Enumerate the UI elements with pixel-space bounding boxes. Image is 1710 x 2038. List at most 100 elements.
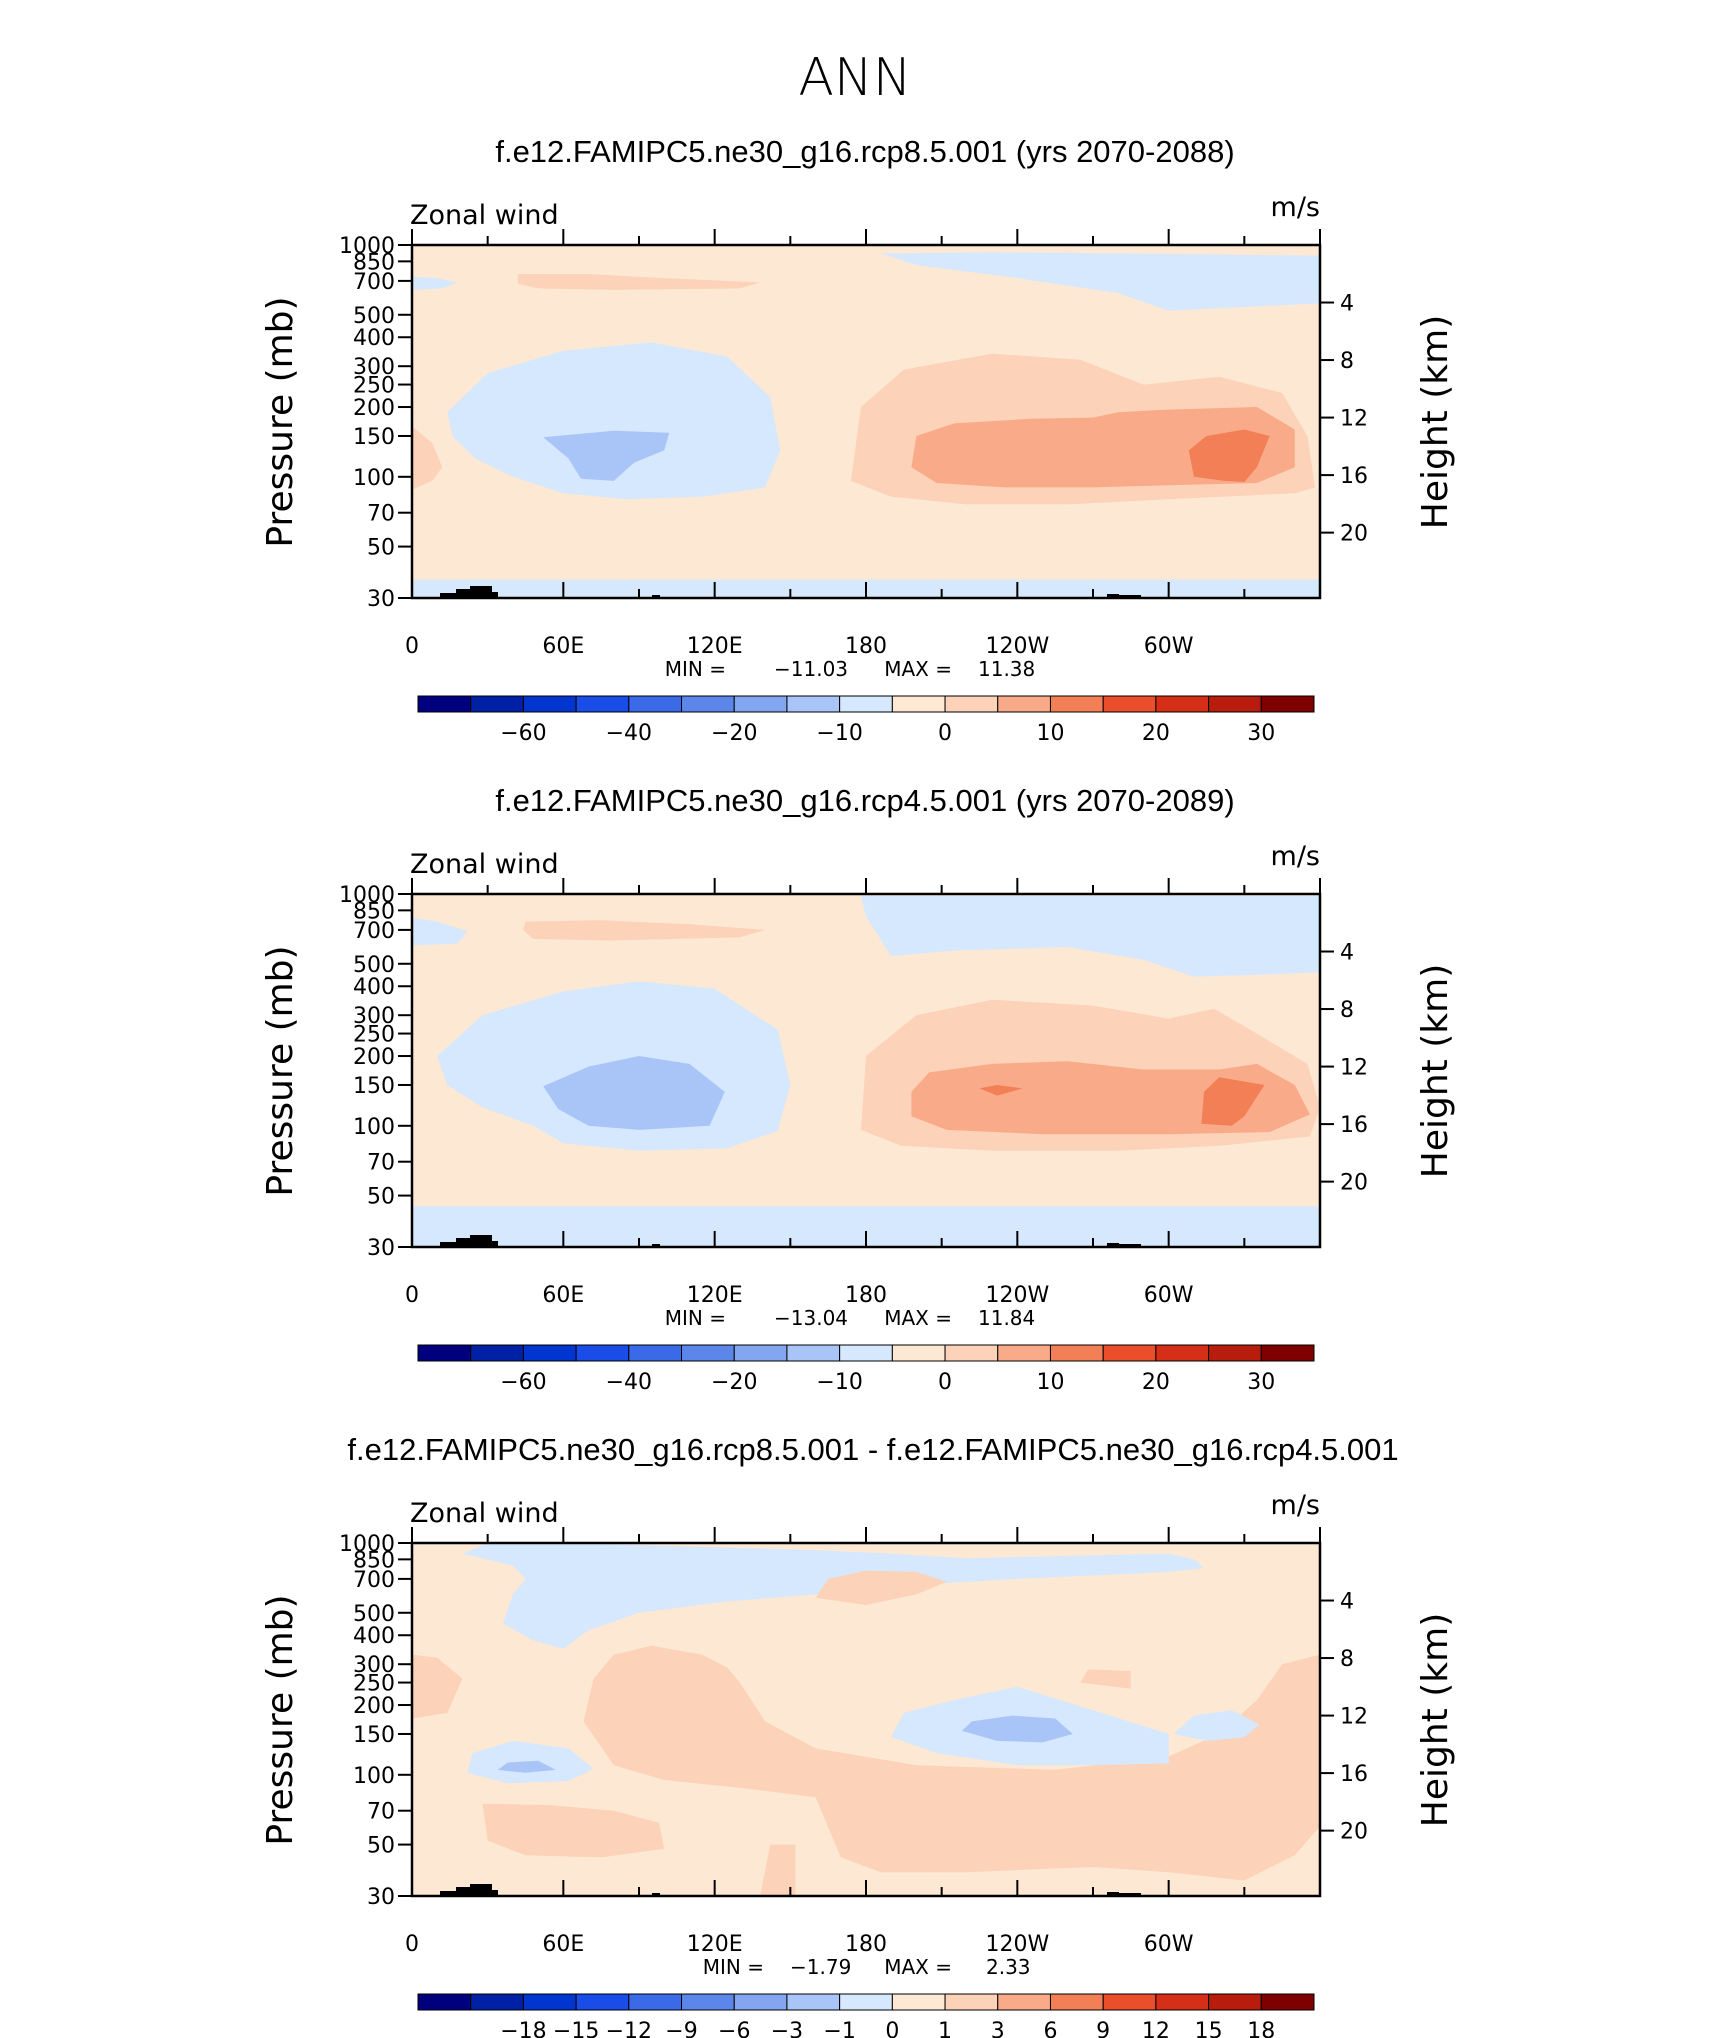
x-tick-label: 120W [985, 1283, 1049, 1308]
y-tick-label: 200 [353, 1045, 395, 1070]
y-tick-label: 70 [367, 502, 395, 527]
terrain-mask [440, 1242, 456, 1247]
terrain-mask [492, 1241, 498, 1247]
terrain-mask [440, 593, 456, 598]
y-right-tick-label: 16 [1340, 1113, 1368, 1138]
contour-region [881, 252, 1320, 311]
terrain-mask [1107, 1243, 1119, 1247]
terrain-mask [470, 1884, 492, 1896]
colorbar-label: 12 [1142, 2019, 1170, 2038]
colorbar-swatch [944, 695, 999, 713]
terrain-mask [652, 595, 660, 598]
terrain-mask [470, 1235, 492, 1247]
max-value: 2.33 [986, 1955, 1031, 1979]
colorbar-label: −12 [606, 2019, 652, 2038]
y-tick-label: 1000 [339, 883, 395, 908]
terrain-mask [652, 1244, 660, 1247]
y-tick-label: 500 [353, 1602, 395, 1627]
min-label: MIN = [703, 1955, 764, 1979]
y-right-tick-label: 4 [1340, 1590, 1354, 1615]
y-tick-label: 30 [367, 1885, 395, 1910]
contour-region [1080, 1669, 1131, 1689]
colorbar-swatch [1260, 1993, 1315, 2011]
y-tick-label: 50 [367, 1834, 395, 1859]
corner-label-right: m/s [1271, 841, 1320, 872]
y-tick-label: 150 [353, 1723, 395, 1748]
x-tick-label: 60E [542, 1283, 584, 1308]
colorbar-swatch [1049, 1344, 1104, 1362]
colorbar-label: 3 [991, 2019, 1005, 2038]
x-tick-label: 120E [687, 634, 743, 659]
colorbar-swatch [733, 695, 788, 713]
colorbar-label: −10 [816, 721, 862, 746]
max-label: MAX = [884, 1955, 952, 1979]
y-right-tick-label: 12 [1340, 1056, 1368, 1081]
terrain-mask [1107, 594, 1119, 598]
x-tick-label: 180 [845, 634, 887, 659]
y-right-tick-label: 16 [1340, 464, 1368, 489]
colorbar-swatch [1208, 695, 1262, 713]
colorbar-swatch [681, 1344, 735, 1362]
x-tick-label: 60E [542, 634, 584, 659]
colorbar-swatch [628, 1344, 683, 1362]
colorbar-swatch [417, 695, 472, 713]
y-tick-label: 1000 [339, 1532, 395, 1557]
colorbar-swatch [1155, 1993, 1210, 2011]
contour-fill-layer [412, 1543, 1320, 1896]
y-right-tick-label: 20 [1340, 1820, 1368, 1845]
panel-title: f.e12.FAMIPC5.ne30_g16.rcp8.5.001 (yrs 2… [495, 134, 1234, 169]
panel: f.e12.FAMIPC5.ne30_g16.rcp8.5.001 (yrs 2… [260, 134, 1456, 746]
y-tick-label: 250 [353, 374, 395, 399]
tick-layer: 3050701001502002503004005007008501000481… [339, 878, 1368, 1308]
tick-layer: 3050701001502002503004005007008501000481… [339, 229, 1368, 659]
y-tick-label: 400 [353, 1624, 395, 1649]
plot-area: 3050701001502002503004005007008501000481… [339, 878, 1368, 1308]
colorbar-swatch [1260, 695, 1315, 713]
colorbar-swatch [1049, 1993, 1104, 2011]
colorbar-label: −10 [816, 1370, 862, 1395]
y-tick-label: 100 [353, 466, 395, 491]
x-tick-label: 0 [405, 1283, 419, 1308]
colorbar-swatch [839, 1993, 893, 2011]
colorbar-label: −60 [500, 1370, 546, 1395]
contour-region [815, 1570, 947, 1605]
y-tick-label: 70 [367, 1151, 395, 1176]
y-tick-label: 400 [353, 975, 395, 1000]
terrain-mask [492, 592, 498, 598]
y-right-tick-label: 12 [1340, 407, 1368, 432]
colorbar-label: −20 [711, 721, 757, 746]
contour-region [861, 896, 1320, 977]
contour-region [543, 430, 670, 481]
y-tick-label: 500 [353, 304, 395, 329]
x-tick-label: 120E [687, 1932, 743, 1957]
corner-label-right: m/s [1271, 1490, 1320, 1521]
x-tick-label: 60E [542, 1932, 584, 1957]
colorbar-label: 1 [938, 2019, 952, 2038]
contour-fill-layer [412, 894, 1320, 1247]
colorbar-label: 0 [938, 721, 952, 746]
colorbar-label: −15 [553, 2019, 599, 2038]
colorbar-label: −6 [718, 2019, 750, 2038]
y-right-tick-label: 8 [1340, 1647, 1354, 1672]
max-value: 11.38 [978, 657, 1035, 681]
y-tick-label: 850 [353, 899, 395, 924]
y-axis-label: Pressure (mb) [260, 945, 301, 1196]
terrain-mask [1119, 1244, 1141, 1247]
colorbar-swatch [417, 1993, 472, 2011]
corner-label-left: Zonal wind [410, 1498, 559, 1529]
y-tick-label: 100 [353, 1764, 395, 1789]
plot-area: 3050701001502002503004005007008501000481… [339, 1527, 1368, 1957]
colorbar-swatch [522, 695, 577, 713]
colorbar-label: 18 [1247, 2019, 1275, 2038]
x-tick-label: 180 [845, 1932, 887, 1957]
terrain-mask [1107, 1892, 1119, 1896]
colorbar-swatch [1155, 1344, 1210, 1362]
y-tick-label: 50 [367, 1185, 395, 1210]
y-tick-label: 50 [367, 536, 395, 561]
terrain-mask [456, 1887, 470, 1896]
y-tick-label: 200 [353, 396, 395, 421]
y-axis-label-right: Height (km) [1415, 1613, 1456, 1827]
y-tick-label: 300 [353, 1004, 395, 1029]
min-value: −1.79 [790, 1955, 851, 1979]
y-tick-label: 30 [367, 1236, 395, 1261]
